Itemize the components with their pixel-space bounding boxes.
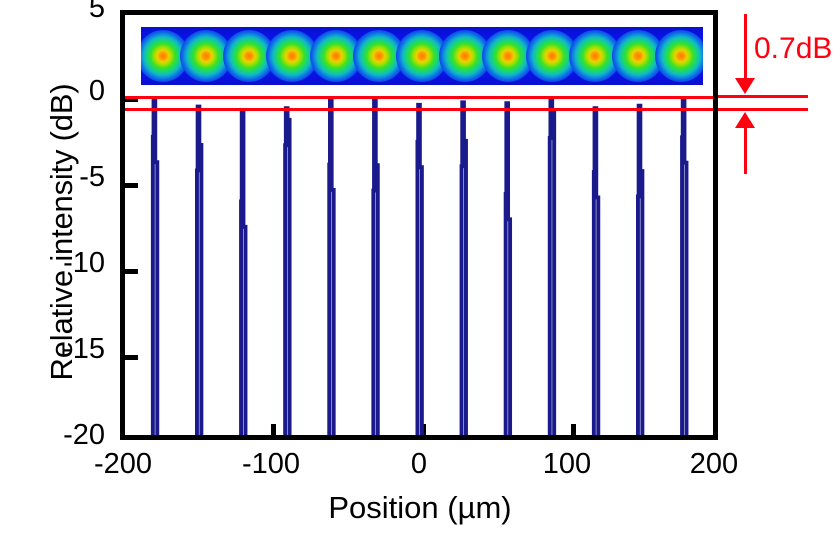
y-axis-title: Relative intensity (dB) — [44, 83, 79, 381]
x-axis-tick — [571, 424, 576, 435]
annotation-arrow-up-head — [735, 112, 755, 128]
trace-path — [150, 97, 689, 435]
annotation-arrow-up-stem — [744, 126, 747, 174]
y-axis-tick — [125, 183, 138, 188]
y-axis-tick — [125, 97, 138, 102]
lower-reference-line — [125, 108, 713, 112]
upper-reference-line-extension — [718, 95, 808, 98]
x-tick-label: 100 — [542, 448, 592, 480]
annotation-arrow-down-head — [735, 78, 755, 94]
x-tick-label: -200 — [93, 448, 153, 480]
uniformity-value-label: 0.7dB — [754, 32, 833, 65]
lower-reference-line-extension — [718, 108, 808, 111]
inset-spot — [655, 30, 703, 82]
x-tick-label: 200 — [689, 448, 739, 480]
x-tick-label: -100 — [241, 448, 301, 480]
intensity-trace — [150, 97, 689, 435]
x-tick-label: 0 — [410, 448, 428, 480]
x-axis-title: Position (µm) — [328, 490, 512, 525]
annotation-arrow-down-stem — [744, 14, 747, 80]
x-axis-tick — [271, 424, 276, 435]
upper-reference-line — [125, 96, 713, 99]
y-axis-tick — [125, 355, 138, 360]
plot-area — [120, 10, 718, 440]
y-axis-tick — [125, 269, 138, 274]
